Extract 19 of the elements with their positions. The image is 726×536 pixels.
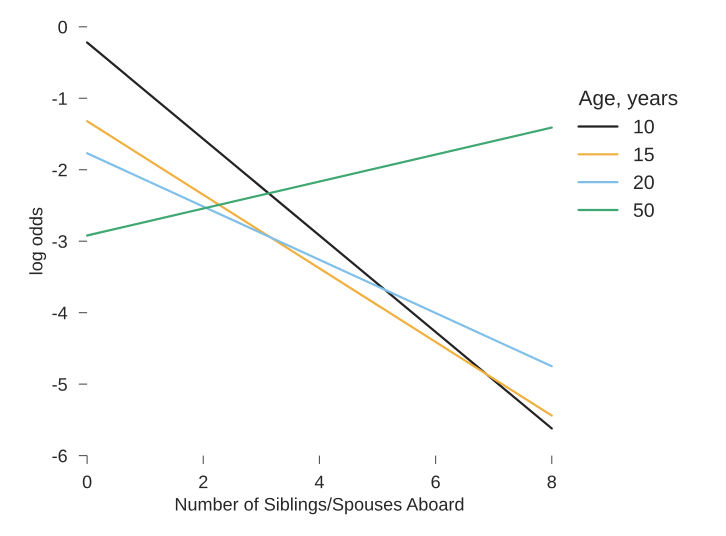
legend-label: 15 [634, 148, 654, 162]
y-tick-label: 0 [58, 20, 67, 34]
y-axis-title: log odds [29, 208, 46, 274]
x-tick-label: 0 [82, 476, 92, 488]
y-tick-label: -4 [52, 306, 68, 320]
legend-label: 50 [634, 203, 654, 218]
x-tick-label: 8 [548, 476, 556, 488]
y-tick-label: -3 [52, 235, 67, 248]
y-tick-label: -5 [52, 378, 67, 391]
legend-label: 20 [634, 175, 654, 190]
legend-title: Age, years [578, 90, 678, 110]
x-tick-label: 4 [314, 476, 324, 488]
y-tick-label: -2 [52, 164, 67, 176]
y-tick-label: -6 [52, 450, 67, 462]
y-tick-label: -1 [52, 92, 67, 105]
x-axis-title: Number of Siblings/Spouses Aboard [176, 497, 464, 514]
x-tick-label: 2 [199, 476, 208, 488]
legend-label: 10 [634, 120, 654, 134]
x-tick-label: 6 [431, 476, 440, 488]
